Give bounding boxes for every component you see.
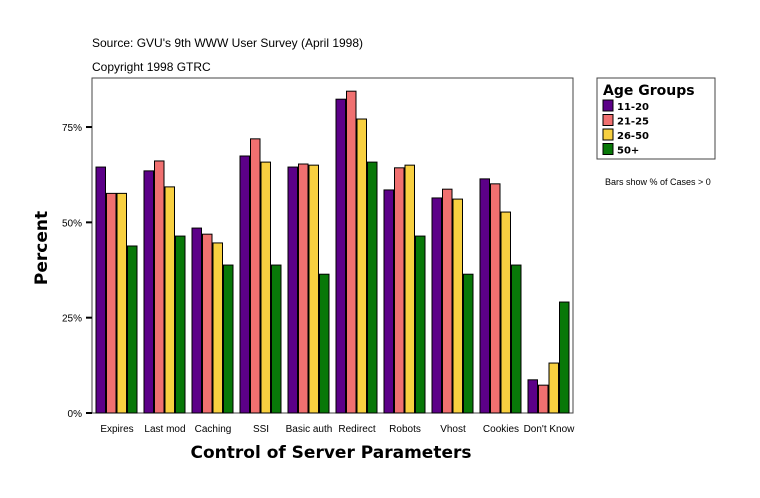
- bar-26-50-Basic auth: [308, 164, 319, 414]
- x-tick-label: Cookies: [483, 424, 519, 435]
- bar-21-25-Last mod: [154, 160, 165, 414]
- bar-50+-SSI: [271, 264, 282, 414]
- x-tick-label: Vhost: [440, 424, 466, 435]
- bar-26-50-Last mod: [164, 186, 175, 414]
- legend-label: 11-20: [617, 102, 649, 113]
- x-tick-label: Caching: [195, 424, 232, 435]
- bar-21-25-Redirect: [346, 90, 357, 414]
- legend-swatch: [602, 143, 614, 155]
- bar-11-20-Caching: [191, 227, 202, 414]
- y-tick-label: 75%: [62, 123, 82, 134]
- y-tick-label: 25%: [62, 314, 82, 325]
- bar-11-20-Robots: [383, 189, 394, 414]
- x-tick-label: Robots: [389, 424, 421, 435]
- bar-21-25-SSI: [250, 138, 261, 414]
- bar-11-20-Cookies: [479, 178, 490, 414]
- bar-50+-Expires: [127, 245, 138, 414]
- legend-label: 50+: [617, 146, 639, 157]
- bar-26-50-Caching: [212, 242, 223, 414]
- bar-21-25-Robots: [394, 167, 405, 414]
- bar-11-20-Don't Know: [527, 379, 538, 414]
- copyright-text: Copyright 1998 GTRC: [92, 60, 211, 74]
- bar-50+-Redirect: [367, 161, 378, 414]
- bar-11-20-Expires: [95, 166, 106, 414]
- bar-50+-Caching: [223, 264, 234, 414]
- bar-26-50-Vhost: [452, 198, 463, 414]
- legend-title: Age Groups: [603, 83, 695, 99]
- bar-21-25-Don't Know: [538, 384, 549, 414]
- bar-26-50-Expires: [116, 192, 127, 414]
- y-axis-title: Percent: [32, 211, 52, 285]
- legend-label: 21-25: [617, 117, 649, 128]
- bar-26-50-Redirect: [356, 118, 367, 414]
- bar-21-25-Vhost: [442, 188, 453, 414]
- y-tick-label: 50%: [62, 218, 82, 229]
- x-axis-title: Control of Server Parameters: [191, 443, 472, 463]
- x-tick-label: Last mod: [144, 424, 185, 435]
- bar-50+-Last mod: [175, 235, 186, 414]
- legend-box: [596, 77, 716, 160]
- bar-21-25-Basic auth: [298, 163, 309, 414]
- x-tick-label: Basic auth: [286, 424, 333, 435]
- bar-50+-Basic auth: [319, 273, 330, 414]
- legend-swatch: [602, 99, 614, 112]
- x-tick-label: Expires: [100, 424, 133, 435]
- bar-11-20-Last mod: [143, 170, 154, 414]
- bar-26-50-Cookies: [500, 211, 511, 414]
- y-tick-label: 0%: [68, 409, 83, 420]
- legend: Age Groups 11-20 21-25 26-50 50+: [596, 77, 716, 160]
- bar-21-25-Caching: [202, 233, 213, 414]
- legend-swatch: [602, 128, 614, 141]
- bar-50+-Vhost: [463, 273, 474, 414]
- source-text: Source: GVU's 9th WWW User Survey (April…: [92, 36, 363, 50]
- bar-26-50-SSI: [260, 161, 271, 414]
- x-tick-label: Don't Know: [524, 424, 576, 435]
- bar-26-50-Robots: [404, 164, 415, 414]
- legend-swatch: [602, 114, 614, 126]
- chart-note: Bars show % of Cases > 0: [605, 177, 711, 187]
- bar-26-50-Don't Know: [548, 362, 559, 414]
- bar-11-20-Redirect: [335, 98, 346, 414]
- bar-11-20-SSI: [239, 155, 250, 414]
- bar-21-25-Expires: [106, 192, 117, 414]
- bar-50+-Robots: [415, 235, 426, 414]
- legend-label: 26-50: [617, 131, 649, 142]
- x-tick-label: SSI: [253, 424, 269, 435]
- bar-21-25-Cookies: [490, 183, 501, 414]
- x-tick-label: Redirect: [338, 424, 375, 435]
- bar-50+-Cookies: [511, 264, 522, 414]
- bar-11-20-Basic auth: [287, 166, 298, 414]
- bar-50+-Don't Know: [559, 301, 570, 414]
- bar-11-20-Vhost: [431, 197, 442, 414]
